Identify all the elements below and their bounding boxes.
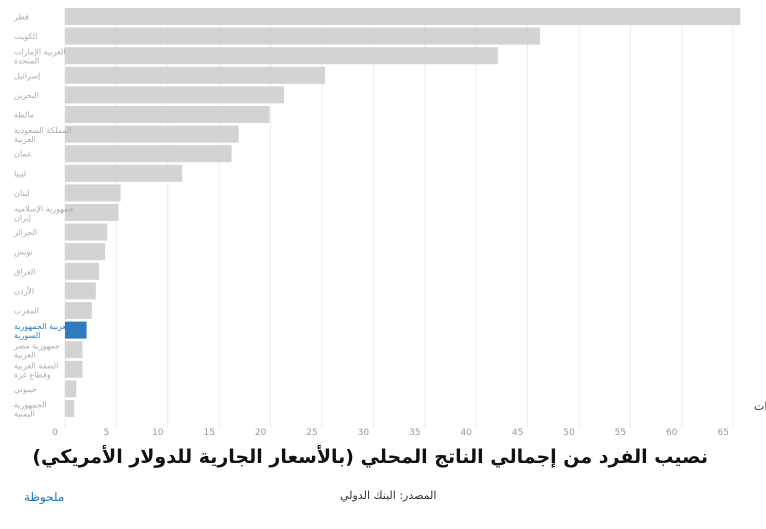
bar[interactable] bbox=[65, 106, 270, 123]
category-label: الجمهورية اليمنية bbox=[14, 401, 47, 419]
bar[interactable] bbox=[65, 8, 741, 25]
bar[interactable] bbox=[65, 400, 75, 417]
category-label: لبنان bbox=[14, 189, 30, 198]
chart-title: نصيب الفرد من إجمالي الناتج المحلي (بالأ… bbox=[32, 446, 708, 468]
source-text: المصدر: البنك الدولي bbox=[340, 489, 437, 502]
category-label: جيبوتي bbox=[14, 385, 37, 394]
bar[interactable] bbox=[65, 282, 96, 300]
category-label: العراق bbox=[14, 267, 35, 276]
bar[interactable] bbox=[65, 204, 119, 221]
bar[interactable] bbox=[65, 125, 239, 143]
x-tick-label: 15 bbox=[203, 428, 214, 438]
bar[interactable] bbox=[65, 86, 284, 104]
category-label: الأردن bbox=[14, 286, 34, 296]
x-tick-label: 10 bbox=[152, 428, 164, 438]
bar[interactable] bbox=[65, 380, 77, 398]
category-label: ليبيا bbox=[14, 169, 26, 178]
category-label: جمهورية الإسلامية إيران bbox=[14, 205, 74, 224]
bar[interactable] bbox=[65, 184, 121, 202]
x-tick-label: 30 bbox=[358, 428, 370, 438]
category-label: المملكة السعودية العربية bbox=[14, 126, 72, 144]
bar[interactable] bbox=[65, 341, 83, 359]
note-link[interactable]: ملحوظة bbox=[24, 490, 65, 504]
category-label: البحرين bbox=[14, 91, 39, 100]
category-label: الضفة الغربية وقطاع غزة bbox=[14, 361, 58, 379]
bar[interactable] bbox=[65, 66, 326, 84]
x-tick-label: 40 bbox=[460, 428, 472, 438]
x-tick-label: 45 bbox=[512, 428, 523, 438]
bar[interactable] bbox=[65, 145, 232, 163]
category-label: الجزائر bbox=[13, 228, 37, 237]
category-label: عمان bbox=[14, 150, 32, 159]
x-tick-label: 0 bbox=[52, 428, 58, 438]
bar[interactable] bbox=[65, 360, 83, 378]
x-tick-label: 50 bbox=[563, 428, 575, 438]
bar[interactable] bbox=[65, 243, 106, 261]
category-labels: قطر الكويت العربية الإمارات المتحدة إسرائيل ا… bbox=[13, 13, 74, 419]
x-tick-label: 25 bbox=[306, 428, 317, 438]
x-axis-label: آلاف الدولارات bbox=[754, 399, 766, 413]
bar[interactable] bbox=[65, 27, 540, 45]
x-tick-label: 65 bbox=[717, 428, 728, 438]
bar[interactable] bbox=[65, 223, 108, 241]
x-tick-label: 55 bbox=[615, 428, 626, 438]
category-label: مالطة bbox=[14, 111, 34, 120]
bar[interactable] bbox=[65, 47, 498, 65]
x-tick-labels: 0 5 10 15 20 25 30 35 40 45 50 55 60 65 bbox=[52, 428, 729, 438]
category-label: جمهورية مصر العربية bbox=[13, 342, 60, 360]
x-tick-label: 60 bbox=[666, 428, 678, 438]
x-tick-label: 5 bbox=[104, 428, 110, 438]
x-tick-label: 20 bbox=[255, 428, 267, 438]
category-label: المغرب bbox=[14, 307, 39, 316]
bar[interactable] bbox=[65, 302, 92, 319]
category-label: تونس bbox=[14, 248, 33, 257]
bar[interactable] bbox=[65, 262, 99, 280]
bar[interactable] bbox=[65, 164, 183, 182]
bar[interactable] bbox=[65, 321, 87, 339]
category-label: إسرائيل bbox=[14, 71, 40, 81]
bars bbox=[65, 8, 741, 417]
category-label: الكويت bbox=[14, 32, 37, 41]
x-tick-label: 35 bbox=[409, 428, 420, 438]
bar-chart: قطر الكويت العربية الإمارات المتحدة إسرائيل ا… bbox=[13, 8, 766, 438]
category-label: العربية الجمهورية السورية bbox=[14, 322, 71, 340]
category-label: قطر bbox=[13, 13, 29, 22]
category-label: العربية الإمارات المتحدة bbox=[14, 48, 66, 66]
